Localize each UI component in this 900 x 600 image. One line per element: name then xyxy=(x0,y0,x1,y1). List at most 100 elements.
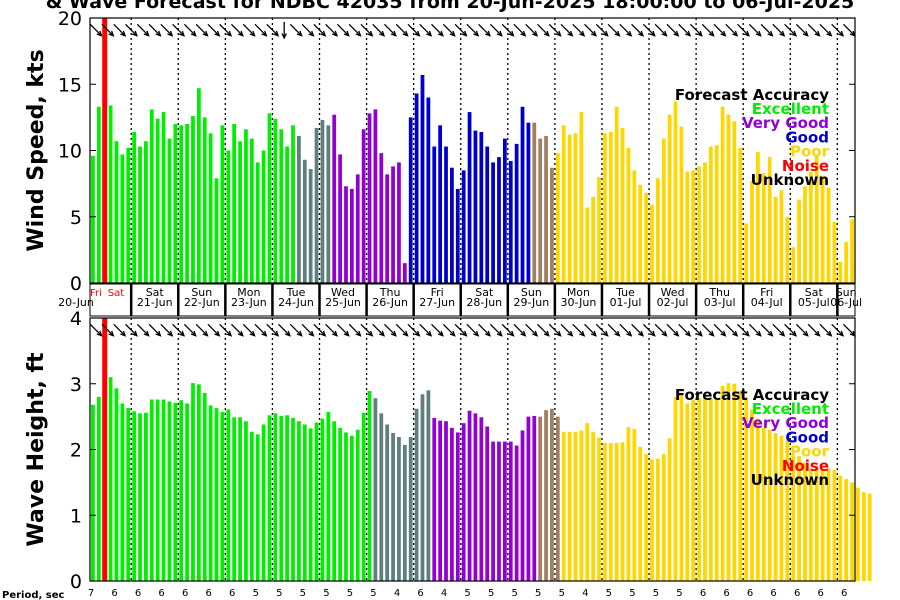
chart-bar xyxy=(138,146,142,283)
direction-arrow-shaft xyxy=(207,323,220,337)
chart-bar xyxy=(167,138,172,283)
direction-arrow-head xyxy=(390,30,397,37)
chart-bar xyxy=(544,410,548,581)
direction-arrow-head xyxy=(281,33,287,40)
direction-arrow-shaft xyxy=(584,323,597,337)
period-value: 5 xyxy=(676,588,682,599)
chart-bar xyxy=(832,469,837,581)
direction-arrow-shaft xyxy=(301,323,314,337)
chart-bar xyxy=(703,397,707,581)
direction-arrow-head xyxy=(802,330,809,337)
chart-bar xyxy=(196,384,201,581)
chart-bar xyxy=(344,186,348,283)
direction-arrow-head xyxy=(649,330,656,337)
chart-bar xyxy=(708,398,713,581)
chart-bar xyxy=(332,421,337,581)
direction-arrow-head xyxy=(779,30,786,37)
direction-arrow-shaft xyxy=(266,323,279,337)
chart-bar xyxy=(502,441,507,581)
direction-arrow-head xyxy=(120,30,127,37)
direction-arrow-shaft xyxy=(101,23,114,37)
direction-arrow-shaft xyxy=(125,23,138,37)
chart-bar xyxy=(761,427,766,581)
chart-bar xyxy=(173,124,178,283)
direction-arrow-shaft xyxy=(831,323,844,337)
chart-bar xyxy=(191,116,195,283)
direction-arrow-head xyxy=(167,30,174,37)
chart-bar xyxy=(108,105,113,283)
chart-bar xyxy=(108,377,113,581)
chart-bar xyxy=(450,167,454,283)
chart-bar xyxy=(738,147,743,283)
direction-arrow-head xyxy=(367,30,374,37)
direction-arrow-head xyxy=(226,330,233,337)
chart-bar xyxy=(767,157,772,283)
direction-arrow-head xyxy=(178,330,185,337)
chart-bar xyxy=(526,122,531,283)
chart-bar xyxy=(844,241,849,283)
chart-bar xyxy=(273,413,278,581)
chart-bar xyxy=(473,130,478,283)
direction-arrow-shaft xyxy=(701,23,715,37)
day-weekday: Sat xyxy=(805,286,824,299)
chart-bar xyxy=(455,432,460,581)
chart-bar xyxy=(373,398,378,581)
direction-arrow-head xyxy=(426,30,433,37)
direction-arrow-head xyxy=(449,330,456,337)
direction-arrow-shaft xyxy=(431,23,444,37)
chart-bar xyxy=(438,125,443,283)
direction-arrow-shaft xyxy=(501,323,514,337)
chart-bar xyxy=(508,161,513,283)
chart-bar xyxy=(655,178,660,283)
direction-arrow-head xyxy=(720,30,727,37)
direction-arrow-head xyxy=(167,330,174,337)
chart-bar xyxy=(797,456,801,581)
direction-arrow-shaft xyxy=(160,23,173,37)
direction-arrow-head xyxy=(190,330,197,337)
chart-bar xyxy=(414,93,419,284)
chart-bar xyxy=(291,417,295,581)
chart-bar xyxy=(367,113,372,284)
direction-arrow-shaft xyxy=(619,323,632,337)
chart-bar xyxy=(497,441,501,581)
direction-arrow-head xyxy=(590,330,597,337)
day-date: 03-Jul xyxy=(704,296,736,309)
chart-bar xyxy=(832,222,837,283)
chart-bar xyxy=(420,74,425,283)
chart-bar xyxy=(149,399,154,581)
chart-bar xyxy=(591,431,596,581)
legend-item-unknown: Unknown xyxy=(751,471,829,489)
direction-arrow-head xyxy=(273,330,280,337)
chart-bar xyxy=(555,416,560,581)
direction-arrow-shaft xyxy=(219,323,232,337)
chart-bar xyxy=(779,435,784,581)
y-tick-label: 5 xyxy=(70,207,82,229)
direction-arrow-head xyxy=(120,330,127,337)
direction-arrow-head xyxy=(543,30,550,37)
direction-arrow-head xyxy=(308,330,315,337)
legend-item-noise: Noise xyxy=(782,457,829,475)
chart-bar xyxy=(603,133,607,283)
direction-arrow-head xyxy=(108,330,115,337)
direction-arrow-head xyxy=(567,30,574,37)
chart-bar xyxy=(661,138,666,283)
chart-bar xyxy=(279,129,284,283)
period-row: Period, sec 7 6 6 6 6 6 6 5 5 5 5 5 5 4 6 4 5 5 5 5 5 4 5 5 5 5 6 6 6… xyxy=(2,588,847,600)
wave-height-panel: 0 1 2 3 4 Wave Height, ft Forecast AccuracyExc… xyxy=(24,308,872,593)
chart-bar xyxy=(379,413,384,581)
chart-bar xyxy=(302,159,307,283)
direction-arrow-head xyxy=(626,330,633,337)
chart-bar xyxy=(144,412,148,581)
legend-item-noise: Noise xyxy=(782,157,829,175)
direction-arrow-head xyxy=(461,30,468,37)
chart-bar xyxy=(614,442,619,581)
chart-bar xyxy=(444,421,448,581)
direction-arrow-shaft xyxy=(678,323,691,337)
chart-bar xyxy=(208,133,213,283)
chart-bar xyxy=(191,383,195,581)
chart-bar xyxy=(744,223,749,283)
direction-arrow-shaft xyxy=(595,323,609,337)
direction-arrow-shaft xyxy=(572,23,585,37)
period-value: 6 xyxy=(770,588,776,599)
period-value: 6 xyxy=(747,588,753,599)
